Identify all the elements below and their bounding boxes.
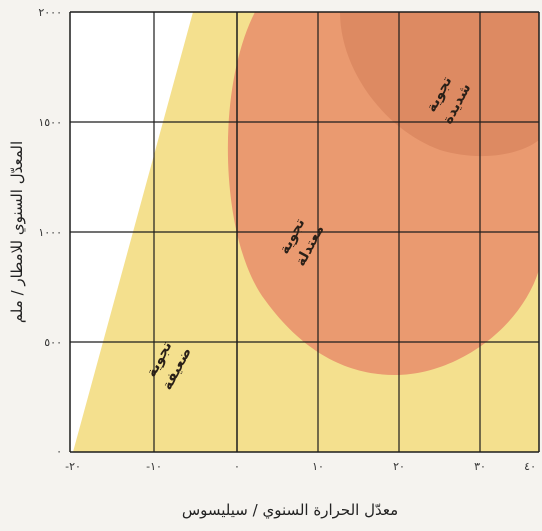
x-tick-10: ١٠ (312, 460, 324, 473)
x-axis-title: معدّل الحرارة السنوي / سيليسوس (182, 501, 398, 520)
x-tick-0: ٠ (234, 460, 240, 473)
y-tick-0: ٠ (56, 445, 62, 458)
x-tick-minus-20: -٢٠ (65, 460, 81, 473)
y-tick-2000: ٢٠٠٠ (38, 6, 62, 19)
strong-weathering-region (340, 12, 539, 157)
y-tick-1000: ١٠٠٠ (38, 226, 62, 239)
y-tick-500: ٥٠٠ (44, 336, 62, 349)
x-tick-30: ٣٠ (474, 460, 486, 473)
x-tick-40: ٤٠ (524, 460, 536, 473)
x-tick-20: ٢٠ (393, 460, 405, 473)
grid (69, 11, 540, 453)
x-tick-minus-10: -١٠ (146, 460, 162, 473)
y-axis-title: المعدّل السنوي للامطار / ملم (8, 141, 27, 323)
y-tick-1500: ١٥٠٠ (38, 116, 62, 129)
